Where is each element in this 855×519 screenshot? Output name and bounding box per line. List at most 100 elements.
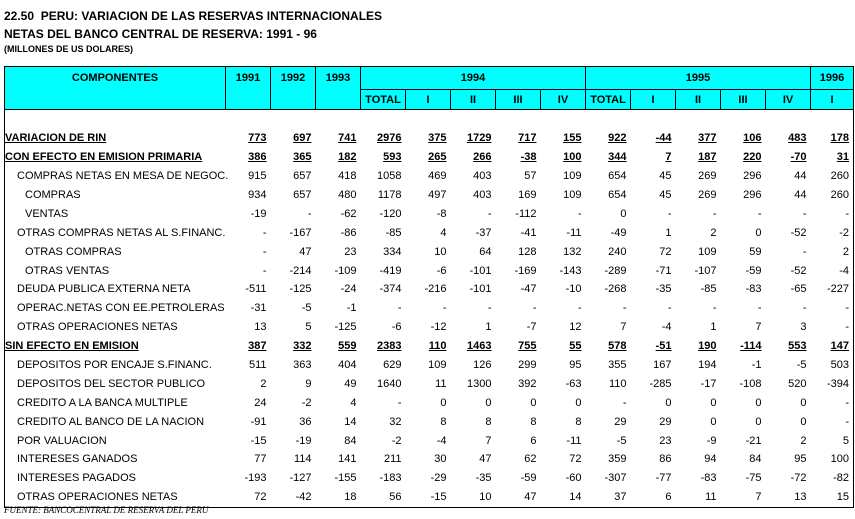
cell-value: 56 xyxy=(389,491,402,504)
cell-value: -85 xyxy=(385,226,402,239)
cell-value: -4 xyxy=(661,321,672,334)
cell-value: -268 xyxy=(604,283,627,296)
cell-value: - xyxy=(667,302,672,315)
cell-value: 7 xyxy=(755,491,762,504)
cell-value: 11 xyxy=(435,377,447,390)
cell-value: - xyxy=(262,264,267,277)
cell-value: - xyxy=(487,207,492,220)
cell-value: 934 xyxy=(248,189,267,201)
cell-value: -193 xyxy=(244,472,267,485)
table-row: OTRAS VENTAS - -214 -109 -419 -6 -101 -169 -143 -… xyxy=(5,261,854,280)
cell-value: 915 xyxy=(248,170,267,183)
cell-value: 0 xyxy=(485,396,492,409)
cell-value: -4 xyxy=(436,434,447,447)
cell-value: -51 xyxy=(655,340,672,353)
units: (MILLONES DE US DOLARES) xyxy=(4,44,134,54)
cell-value: 260 xyxy=(830,189,850,201)
cell-value: 2 xyxy=(842,245,850,258)
cell-value: 0 xyxy=(800,415,807,428)
cell-value: 3 xyxy=(800,321,807,334)
cell-value: 2 xyxy=(710,226,717,239)
cell-value: 100 xyxy=(830,453,850,466)
cell-value: -15 xyxy=(250,434,267,447)
cell-value: 109 xyxy=(563,170,582,183)
cell-value: -127 xyxy=(289,472,312,485)
table-row: OTRAS COMPRAS NETAS AL S.FINANC. - -167 -86… xyxy=(5,223,854,242)
row-label: POR VALUACION xyxy=(17,434,107,447)
cell-value: -169 xyxy=(514,264,537,277)
cell-value: 654 xyxy=(608,170,627,183)
cell-value: 0 xyxy=(755,396,762,409)
cell-value: 194 xyxy=(698,359,717,372)
cell-value: -8 xyxy=(436,207,447,220)
cell-value: 44 xyxy=(794,189,807,201)
row-label: OTRAS OPERACIONES NETAS xyxy=(17,491,178,504)
cell-value: -47 xyxy=(520,283,537,296)
cell-value: 922 xyxy=(608,132,627,145)
cell-value: -29 xyxy=(430,472,447,485)
cell-value: 55 xyxy=(569,340,582,353)
cell-value: 7 xyxy=(620,321,627,334)
period-header: III xyxy=(720,89,767,110)
cell-value: -44 xyxy=(655,132,672,145)
cell-value: 4 xyxy=(440,226,447,239)
period-header: IV xyxy=(539,89,587,110)
cell-value: 266 xyxy=(473,151,492,164)
cell-value: 741 xyxy=(338,132,357,145)
cell-value: 45 xyxy=(659,189,672,201)
period-header: II xyxy=(450,89,496,110)
cell-value: 717 xyxy=(518,132,537,145)
cell-value: -72 xyxy=(790,472,807,485)
cell-value: -41 xyxy=(520,226,537,239)
spacer-row xyxy=(5,110,854,129)
year-header: 1996 xyxy=(810,66,855,90)
cell-value: - xyxy=(712,302,717,315)
cell-value: 377 xyxy=(698,132,717,145)
cell-value: 114 xyxy=(293,453,312,466)
cell-value: -394 xyxy=(827,377,850,390)
cell-value: 520 xyxy=(788,377,807,390)
cell-value: -5 xyxy=(616,434,627,447)
cell-value: 260 xyxy=(830,170,850,183)
cell-value: 697 xyxy=(293,132,312,145)
cell-value: 24 xyxy=(254,396,267,409)
cell-value: -91 xyxy=(250,415,267,428)
cell-value: 240 xyxy=(608,245,627,258)
cell-value: 511 xyxy=(248,359,267,372)
cell-value: - xyxy=(845,321,850,334)
table-row: OTRAS COMPRAS - 47 23 334 10 64 128 132 240 72 109 5… xyxy=(5,242,854,261)
cell-value: 1640 xyxy=(377,377,402,390)
cell-value: -120 xyxy=(379,207,402,220)
cell-value: 109 xyxy=(428,359,447,372)
table-header: COMPONENTES 1991 1992 1993 1994 1995 1996 TOTAL… xyxy=(4,66,855,110)
cell-value: 11 xyxy=(705,491,717,504)
cell-value: 2 xyxy=(260,377,267,390)
cell-value: 13 xyxy=(254,321,267,334)
cell-value: 30 xyxy=(434,453,447,466)
cell-value: 84 xyxy=(749,453,762,466)
cell-value: 31 xyxy=(836,151,850,164)
cell-value: -107 xyxy=(694,264,717,277)
cell-value: 23 xyxy=(344,245,357,258)
cell-value: 0 xyxy=(710,396,717,409)
year-header: 1995 xyxy=(585,66,812,90)
cell-value: -35 xyxy=(475,472,492,485)
cell-value: -37 xyxy=(475,226,492,239)
cell-value: 169 xyxy=(518,189,537,201)
cell-value: 1463 xyxy=(467,340,492,353)
cell-value: 629 xyxy=(383,359,402,372)
cell-value: 126 xyxy=(473,359,492,372)
cell-value: 7 xyxy=(755,321,762,334)
row-label: OPERAC.NETAS CON EE.PETROLERAS xyxy=(17,302,225,315)
cell-value: 1178 xyxy=(377,189,402,201)
cell-value: 483 xyxy=(788,132,807,145)
cell-value: 64 xyxy=(479,245,492,258)
cell-value: 167 xyxy=(653,359,672,372)
cell-value: - xyxy=(802,302,807,315)
cell-value: - xyxy=(397,396,402,409)
cell-value: 2383 xyxy=(377,340,402,353)
year-header: 1991 xyxy=(225,66,271,110)
cell-value: 110 xyxy=(608,377,627,390)
cell-value: 2 xyxy=(800,434,807,447)
cell-value: - xyxy=(577,207,582,220)
